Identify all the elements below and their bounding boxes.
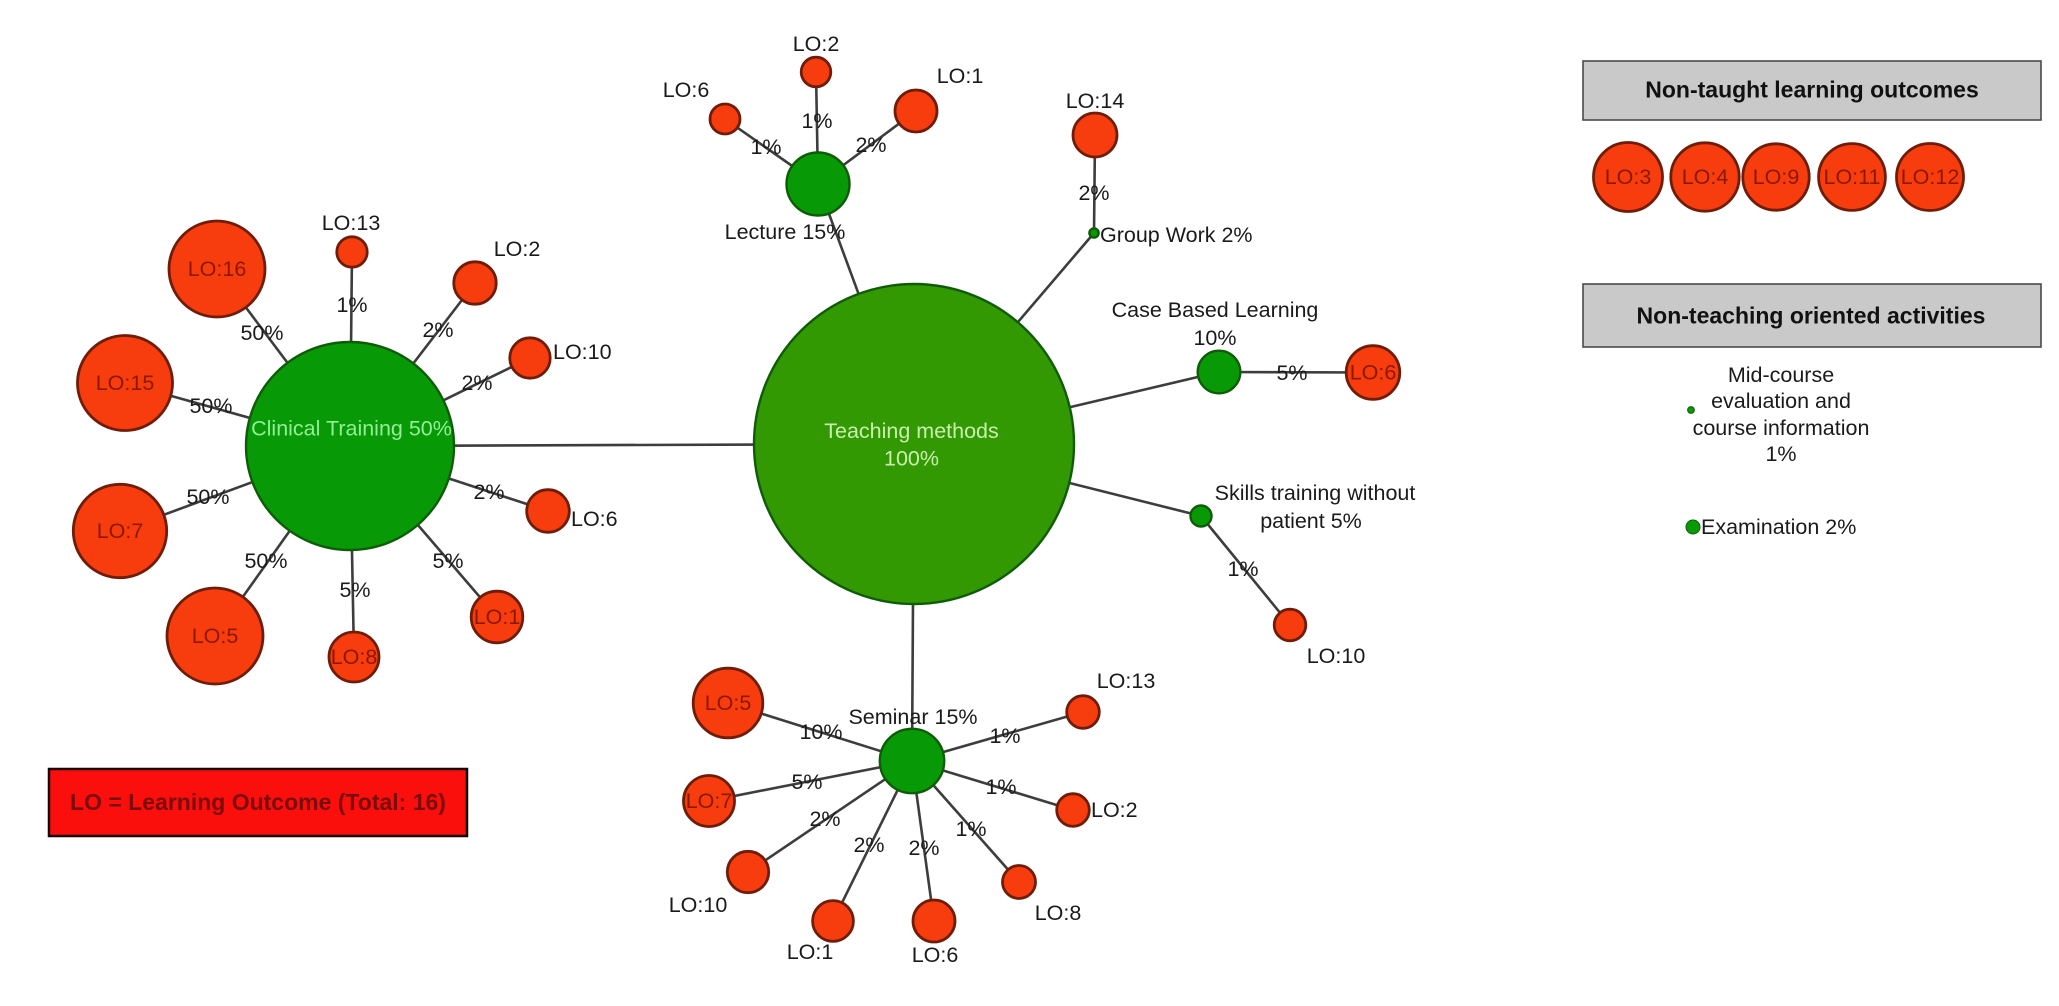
svg-text:2%: 2% — [853, 833, 884, 857]
svg-text:LO:2: LO:2 — [1091, 798, 1138, 822]
svg-text:LO:6: LO:6 — [663, 78, 710, 102]
svg-text:LO:4: LO:4 — [1682, 165, 1729, 189]
svg-text:1%: 1% — [989, 724, 1020, 748]
svg-text:1%: 1% — [801, 109, 832, 133]
svg-text:5%: 5% — [432, 549, 463, 573]
svg-text:2%: 2% — [908, 836, 939, 860]
svg-text:5%: 5% — [791, 770, 822, 794]
svg-text:1%: 1% — [955, 817, 986, 841]
svg-text:1%: 1% — [1765, 442, 1796, 466]
svg-text:LO:7: LO:7 — [686, 789, 733, 813]
svg-text:10%: 10% — [799, 720, 842, 744]
svg-text:50%: 50% — [186, 485, 229, 509]
svg-text:50%: 50% — [189, 394, 232, 418]
svg-text:LO:11: LO:11 — [1824, 165, 1881, 189]
svg-text:Seminar 15%: Seminar 15% — [848, 705, 977, 729]
svg-text:LO:3: LO:3 — [1605, 165, 1652, 189]
svg-text:2%: 2% — [1078, 181, 1109, 205]
svg-text:Non-taught learning outcomes: Non-taught learning outcomes — [1645, 77, 1979, 103]
svg-text:Clinical Training 50%: Clinical Training 50% — [251, 417, 452, 441]
svg-text:1%: 1% — [336, 293, 367, 317]
svg-text:LO:13: LO:13 — [1097, 669, 1156, 693]
svg-text:LO:15: LO:15 — [96, 371, 155, 395]
svg-text:1%: 1% — [985, 775, 1016, 799]
svg-text:LO:12: LO:12 — [1901, 165, 1960, 189]
svg-text:LO:2: LO:2 — [793, 32, 840, 56]
svg-text:2%: 2% — [461, 371, 492, 395]
svg-text:LO = Learning Outcome (Total:: LO = Learning Outcome (Total: 16) — [70, 789, 446, 815]
svg-text:LO:9: LO:9 — [1753, 165, 1800, 189]
svg-text:2%: 2% — [473, 480, 504, 504]
svg-text:LO:10: LO:10 — [669, 893, 728, 917]
svg-text:Teaching methods: Teaching methods — [824, 419, 999, 443]
svg-text:50%: 50% — [240, 321, 283, 345]
svg-text:1%: 1% — [750, 135, 781, 159]
svg-text:LO:1: LO:1 — [474, 605, 521, 629]
svg-text:LO:6: LO:6 — [912, 943, 959, 967]
svg-text:2%: 2% — [855, 133, 886, 157]
svg-text:LO:6: LO:6 — [571, 507, 618, 531]
svg-text:Mid-course: Mid-course — [1728, 363, 1834, 387]
svg-text:LO:10: LO:10 — [1307, 644, 1366, 668]
svg-text:LO:5: LO:5 — [705, 691, 752, 715]
svg-text:LO:13: LO:13 — [322, 211, 381, 235]
svg-text:10%: 10% — [1193, 326, 1236, 350]
svg-text:100%: 100% — [884, 447, 939, 471]
svg-text:50%: 50% — [244, 549, 287, 573]
svg-text:5%: 5% — [1276, 361, 1307, 385]
svg-text:Skills training without: Skills training without — [1215, 481, 1416, 505]
svg-text:LO:1: LO:1 — [787, 940, 834, 964]
svg-text:LO:8: LO:8 — [331, 645, 378, 669]
svg-text:Group Work 2%: Group Work 2% — [1100, 223, 1253, 247]
svg-text:LO:16: LO:16 — [188, 257, 247, 281]
svg-text:LO:2: LO:2 — [494, 237, 541, 261]
svg-text:2%: 2% — [809, 807, 840, 831]
svg-text:LO:5: LO:5 — [192, 624, 239, 648]
svg-text:Non-teaching oriented activiti: Non-teaching oriented activities — [1637, 303, 1986, 329]
svg-text:Examination 2%: Examination 2% — [1701, 515, 1856, 539]
svg-text:Lecture 15%: Lecture 15% — [725, 220, 846, 244]
svg-text:evaluation and: evaluation and — [1711, 389, 1851, 413]
svg-text:LO:8: LO:8 — [1035, 901, 1082, 925]
svg-text:course information: course information — [1693, 416, 1870, 440]
svg-text:LO:7: LO:7 — [97, 519, 144, 543]
svg-text:5%: 5% — [339, 578, 370, 602]
svg-text:Case Based Learning: Case Based Learning — [1112, 298, 1319, 322]
svg-text:LO:1: LO:1 — [937, 64, 984, 88]
svg-text:LO:6: LO:6 — [1350, 361, 1397, 385]
svg-text:LO:10: LO:10 — [553, 340, 612, 364]
svg-text:LO:14: LO:14 — [1066, 89, 1125, 113]
svg-text:1%: 1% — [1227, 557, 1258, 581]
svg-text:patient 5%: patient 5% — [1260, 509, 1362, 533]
svg-text:2%: 2% — [422, 318, 453, 342]
